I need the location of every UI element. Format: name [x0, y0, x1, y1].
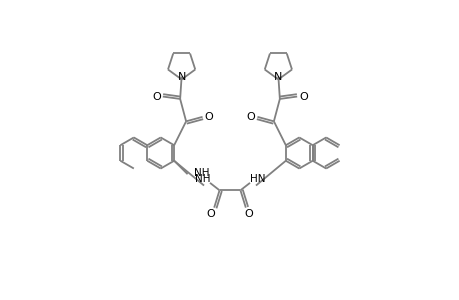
- Text: O: O: [299, 92, 308, 101]
- Text: O: O: [246, 112, 255, 122]
- Text: NH: NH: [194, 174, 210, 184]
- Text: O: O: [207, 208, 215, 219]
- Text: NH: NH: [193, 168, 209, 178]
- Text: O: O: [151, 92, 160, 101]
- Text: N: N: [274, 71, 282, 82]
- Text: N: N: [177, 71, 185, 82]
- Text: O: O: [204, 112, 213, 122]
- Text: O: O: [244, 208, 252, 219]
- Text: HN: HN: [249, 174, 265, 184]
